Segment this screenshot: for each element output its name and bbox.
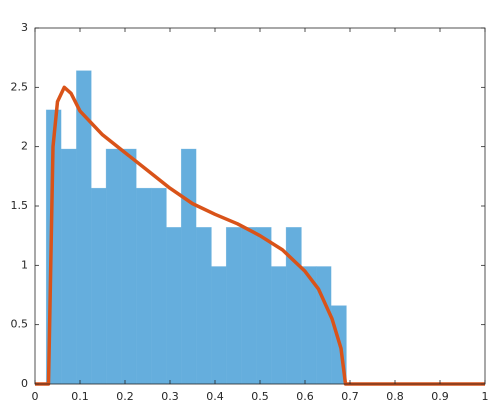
bar [285, 227, 302, 385]
bar [60, 148, 77, 385]
x-tick-label: 0.1 [71, 390, 89, 403]
x-tick-label: 0.5 [251, 390, 269, 403]
y-tick-label: 1 [21, 258, 28, 271]
x-tick-label: 0 [32, 390, 39, 403]
bar [180, 148, 197, 385]
x-tick-label: 0.9 [431, 390, 449, 403]
y-tick-label: 0 [21, 377, 28, 390]
bar [270, 266, 287, 385]
x-tick-label: 0.3 [161, 390, 179, 403]
x-tick-label: 1 [482, 390, 489, 403]
x-tick-label: 0.6 [296, 390, 314, 403]
bar [105, 148, 122, 385]
y-tick-label: 2.5 [11, 80, 29, 93]
bar [90, 187, 107, 385]
bar [225, 227, 242, 385]
fit-curve [35, 85, 485, 386]
bar [121, 148, 137, 385]
bar [315, 266, 332, 385]
y-tick-label: 3 [21, 21, 28, 34]
x-tick-label: 0.8 [386, 390, 404, 403]
y-tick-label: 0.5 [11, 318, 29, 331]
bar [166, 227, 182, 385]
bar [195, 227, 212, 385]
bar [76, 70, 92, 385]
x-tick-label: 0.7 [341, 390, 359, 403]
x-tick-label: 0.2 [116, 390, 134, 403]
bar [256, 227, 272, 385]
bar [150, 187, 167, 385]
y-tick-label: 2 [21, 140, 28, 153]
bar [135, 187, 152, 385]
x-tick-label: 0.4 [206, 390, 224, 403]
y-tick-label: 1.5 [11, 199, 29, 212]
bar [240, 227, 257, 385]
bar [211, 266, 227, 385]
